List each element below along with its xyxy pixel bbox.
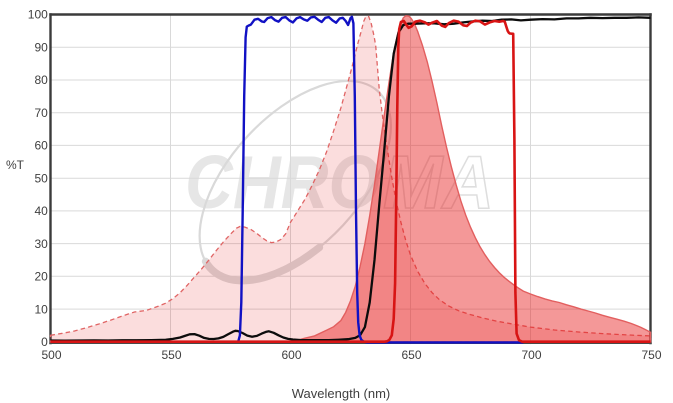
svg-text:CHRO: CHRO [185, 140, 380, 224]
svg-text:100: 100 [28, 8, 48, 22]
svg-text:600: 600 [281, 348, 301, 362]
svg-text:30: 30 [34, 237, 48, 251]
svg-text:90: 90 [34, 40, 48, 54]
svg-text:20: 20 [34, 270, 48, 284]
svg-text:%T: %T [6, 158, 25, 172]
svg-text:10: 10 [34, 302, 48, 316]
svg-text:40: 40 [34, 204, 48, 218]
svg-text:60: 60 [34, 139, 48, 153]
svg-text:Wavelength (nm): Wavelength (nm) [292, 386, 391, 401]
svg-text:500: 500 [41, 348, 61, 362]
svg-text:50: 50 [34, 171, 48, 185]
svg-text:650: 650 [401, 348, 421, 362]
svg-text:0: 0 [41, 335, 48, 349]
svg-text:550: 550 [161, 348, 181, 362]
svg-text:750: 750 [641, 348, 661, 362]
svg-text:70: 70 [34, 106, 48, 120]
svg-text:80: 80 [34, 73, 48, 87]
svg-text:700: 700 [521, 348, 541, 362]
